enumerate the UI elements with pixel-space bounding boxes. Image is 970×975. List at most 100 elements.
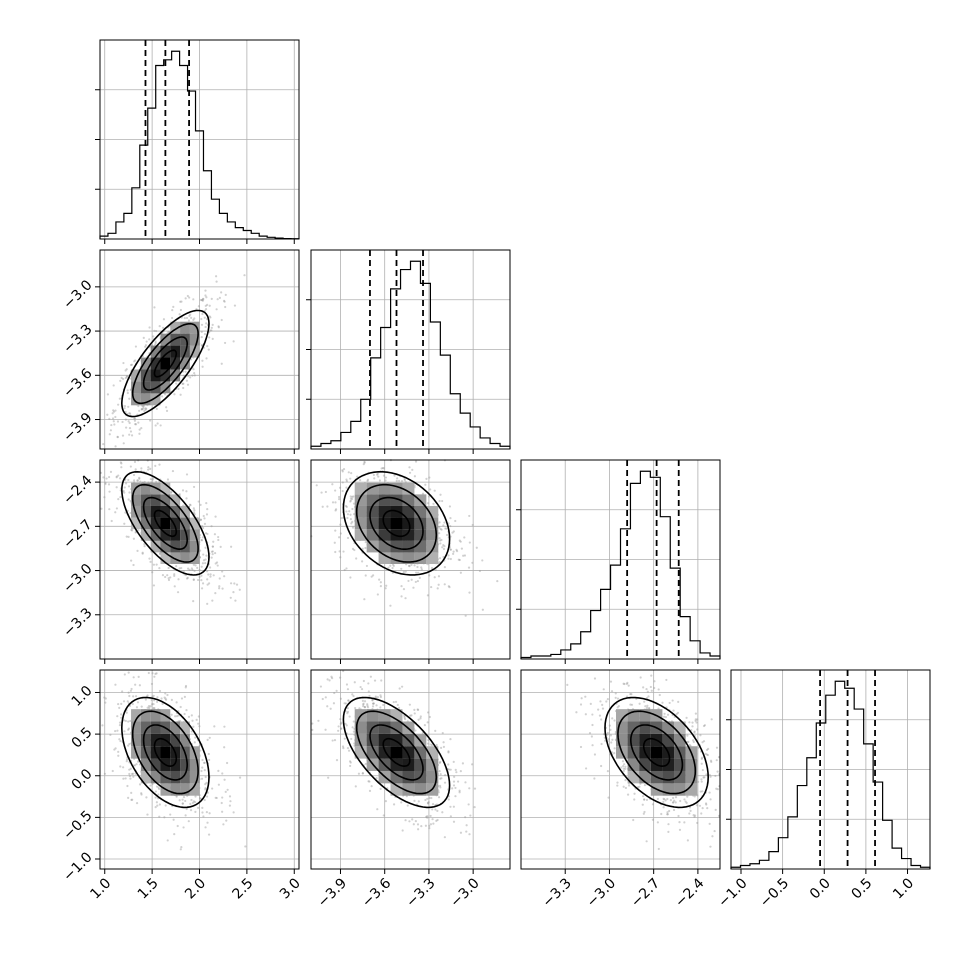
- sample-point: [440, 773, 442, 775]
- sample-point: [414, 712, 416, 714]
- sample-point: [210, 525, 212, 527]
- sample-point: [165, 699, 167, 701]
- sample-point: [230, 582, 232, 584]
- sample-point: [202, 300, 204, 302]
- sample-point: [212, 541, 214, 543]
- sample-point: [227, 789, 229, 791]
- sample-point: [431, 818, 433, 820]
- sample-point: [146, 813, 148, 815]
- sample-point: [130, 430, 132, 432]
- sample-point: [646, 840, 648, 842]
- sample-point: [426, 798, 428, 800]
- sample-point: [396, 480, 398, 482]
- sample-point: [131, 434, 133, 436]
- sample-point: [110, 429, 112, 431]
- sample-point: [144, 481, 146, 483]
- y-tick-label: −3.3: [60, 321, 95, 356]
- sample-point: [338, 496, 340, 498]
- sample-point: [663, 713, 665, 715]
- sample-point: [691, 722, 693, 724]
- x-tick-label: −3.9: [315, 875, 350, 910]
- sample-point: [403, 588, 405, 590]
- sample-point: [444, 782, 446, 784]
- sample-point: [646, 799, 648, 801]
- sample-point: [594, 753, 596, 755]
- sample-point: [327, 678, 329, 680]
- sample-point: [444, 566, 446, 568]
- sample-point: [633, 798, 635, 800]
- sample-point: [380, 679, 382, 681]
- sample-point: [151, 683, 153, 685]
- sample-point: [201, 336, 203, 338]
- sample-point: [200, 575, 202, 577]
- sample-point: [112, 412, 114, 414]
- sample-point: [147, 469, 149, 471]
- sample-point: [366, 480, 368, 482]
- sample-point: [469, 814, 471, 816]
- sample-point: [626, 683, 628, 685]
- sample-point: [316, 484, 318, 486]
- y-tick-label: −3.0: [60, 277, 95, 312]
- sample-point: [702, 807, 704, 809]
- sample-point: [206, 508, 208, 510]
- sample-point: [417, 572, 419, 574]
- sample-point: [400, 595, 402, 597]
- sample-point: [447, 763, 449, 765]
- sample-point: [124, 486, 126, 488]
- sample-point: [211, 327, 213, 329]
- sample-point: [600, 718, 602, 720]
- sample-point: [365, 574, 367, 576]
- sample-point: [438, 532, 440, 534]
- sample-point: [665, 716, 667, 718]
- sample-point: [166, 410, 168, 412]
- sample-point: [325, 491, 327, 493]
- sample-point: [705, 753, 707, 755]
- sample-point: [407, 804, 409, 806]
- sample-point: [417, 823, 419, 825]
- sample-point: [434, 808, 436, 810]
- sample-point: [696, 804, 698, 806]
- sample-point: [223, 301, 225, 303]
- sample-point: [137, 422, 139, 424]
- sample-point: [187, 375, 189, 377]
- sample-point: [469, 541, 471, 543]
- sample-point: [420, 715, 422, 717]
- sample-point: [173, 833, 175, 835]
- sample-point: [157, 422, 159, 424]
- density-cell: [151, 734, 161, 746]
- sample-point: [216, 308, 218, 310]
- sample-point: [376, 474, 378, 476]
- sample-point: [424, 724, 426, 726]
- sample-point: [206, 603, 208, 605]
- sample-point: [127, 720, 129, 722]
- sample-point: [411, 579, 413, 581]
- sample-point: [133, 360, 135, 362]
- sample-point: [149, 468, 151, 470]
- sample-point: [430, 743, 432, 745]
- sample-point: [180, 394, 182, 396]
- sample-point: [311, 722, 313, 724]
- sample-point: [217, 536, 219, 538]
- sample-point: [340, 727, 342, 729]
- sample-point: [213, 725, 215, 727]
- sample-point: [233, 582, 235, 584]
- sample-point: [205, 357, 207, 359]
- sample-point: [226, 762, 228, 764]
- sample-point: [190, 809, 192, 811]
- sample-point: [161, 395, 163, 397]
- sample-point: [415, 460, 417, 462]
- sample-point: [130, 688, 132, 690]
- sample-point: [339, 556, 341, 558]
- sample-point: [212, 553, 214, 555]
- sample-point: [624, 779, 626, 781]
- sample-point: [103, 696, 105, 698]
- sample-point: [347, 699, 349, 701]
- sample-point: [362, 703, 364, 705]
- sample-point: [223, 575, 225, 577]
- sample-point: [121, 690, 123, 692]
- sample-point: [679, 800, 681, 802]
- sample-point: [132, 773, 134, 775]
- sample-point: [127, 479, 129, 481]
- sample-point: [149, 419, 151, 421]
